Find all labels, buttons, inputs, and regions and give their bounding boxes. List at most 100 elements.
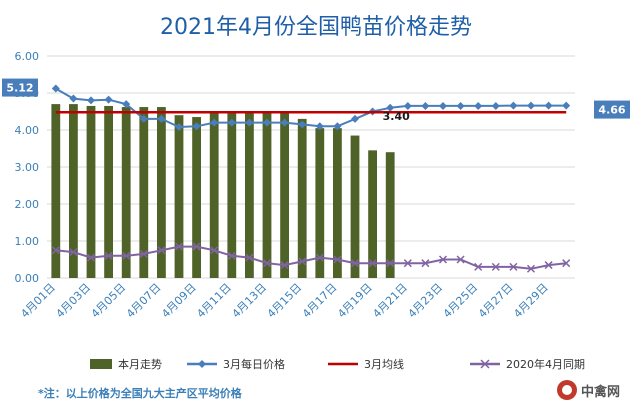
data-label-0: 5.12: [6, 82, 33, 95]
bar-12: [245, 111, 254, 278]
x-tick-label-10: 4月21日: [370, 281, 410, 321]
point-s1-21: [421, 101, 430, 110]
point-s1-13: [280, 118, 289, 127]
legend-item-1: 3月每日价格: [187, 357, 285, 371]
data-label-1: 4.66: [598, 104, 625, 117]
footnote: *注：以上价格为全国九大主产区平均价格: [38, 387, 242, 400]
x-tick-label-3: 4月07日: [124, 281, 164, 321]
bar-8: [174, 115, 184, 278]
legend-label: 2020年4月同期: [506, 357, 585, 371]
x-axis: 4月01日4月03日4月05日4月07日4月09日4月11日4月13日4月15日…: [18, 281, 550, 321]
point-s3-25: [491, 262, 500, 271]
x-tick-label-4: 4月09日: [159, 281, 199, 321]
legend-swatch: [90, 359, 112, 369]
point-stroke-b: [526, 264, 536, 273]
bar-series: [51, 104, 395, 279]
x-tick-label-12: 4月25日: [441, 281, 481, 321]
series-line-3: [55, 245, 567, 270]
point-s1-12: [263, 118, 271, 127]
point-s1-17: [351, 114, 359, 123]
point-s1-8: [192, 122, 201, 131]
point-s3-9: [210, 246, 219, 255]
point-stroke-b: [562, 259, 571, 268]
point-stroke-b: [262, 259, 272, 268]
legend-item-3: 2020年4月同期: [470, 357, 585, 371]
point-s1-16: [333, 122, 342, 131]
point-stroke-b: [210, 246, 219, 255]
data-label-box-1: [594, 100, 630, 119]
point-s1-24: [474, 101, 483, 110]
data-label-box-0: [2, 78, 38, 97]
point-stroke-b: [69, 248, 78, 257]
point-s1-14: [298, 120, 307, 129]
point-s1-7: [175, 123, 183, 132]
grid-lines: [47, 55, 575, 279]
bar-15: [297, 118, 307, 279]
x-tick-label-14: 4月29日: [511, 281, 551, 321]
x-tick-label-13: 4月27日: [476, 281, 516, 321]
legend-label: 3月均线: [364, 357, 404, 371]
x-tick-label-2: 4月05日: [89, 281, 129, 321]
point-s3-27: [526, 264, 536, 273]
point-stroke-b: [474, 262, 483, 271]
point-s3-16: [333, 255, 342, 264]
x-tick-label-0: 4月01日: [18, 281, 58, 321]
bar-5: [121, 107, 131, 278]
point-s3-29: [562, 259, 571, 268]
point-s1-19: [386, 103, 395, 112]
chart-title: 2021年4月份全国鸭苗价格走势: [160, 15, 472, 40]
point-s1-15: [315, 122, 324, 131]
point-s3-17: [350, 259, 360, 268]
point-s3-7: [174, 242, 184, 251]
point-stroke-b: [421, 259, 430, 268]
point-s1-1: [69, 94, 78, 103]
x-tick-label-11: 4月23日: [406, 281, 446, 321]
legend-marker: [198, 360, 206, 368]
x-tick-label-1: 4月03日: [54, 281, 94, 321]
point-s3-5: [139, 249, 148, 258]
bar-3: [86, 105, 96, 278]
point-s3-2: [86, 253, 96, 262]
point-s3-4: [122, 251, 131, 260]
bar-6: [139, 107, 149, 278]
bar-17: [333, 128, 342, 278]
point-s3-11: [245, 253, 254, 262]
legend-label: 3月每日价格: [223, 357, 285, 371]
x-tick-label-8: 4月17日: [300, 281, 340, 321]
point-s3-14: [298, 257, 307, 266]
point-s3-28: [544, 261, 553, 270]
point-s1-0: [51, 84, 60, 93]
y-tick-label-2: 2.00: [15, 198, 40, 211]
point-stroke-b: [333, 255, 342, 264]
x-tick-label-9: 4月19日: [335, 281, 375, 321]
point-stroke-b: [298, 257, 307, 266]
point-s3-10: [227, 251, 236, 260]
point-stroke-b: [280, 261, 289, 270]
point-stroke-b: [139, 249, 148, 258]
point-stroke-b: [245, 253, 254, 262]
line-series: [51, 84, 571, 273]
point-s3-1: [69, 248, 78, 257]
legend: 本月走势 3月每日价格 3月均线 2020年4月同期: [90, 357, 585, 371]
legend-label: 本月走势: [118, 357, 162, 371]
bar-14: [280, 113, 289, 278]
bar-9: [192, 117, 201, 278]
y-tick-label-3: 3.00: [15, 161, 40, 174]
bar-10: [209, 113, 219, 278]
point-stroke-b: [86, 253, 96, 262]
point-s1-4: [122, 100, 131, 109]
legend-item-2: 3月均线: [328, 357, 404, 371]
point-s3-12: [262, 259, 272, 268]
point-s3-3: [104, 251, 113, 260]
point-s3-0: [51, 246, 60, 255]
point-s1-20: [403, 101, 412, 110]
series-line-1: [55, 87, 567, 129]
point-s1-27: [527, 101, 535, 110]
y-tick-label-4: 4.00: [15, 124, 40, 137]
annotations: 5.12 4.66 3.40: [2, 78, 630, 123]
point-s1-5: [139, 114, 148, 123]
point-s1-25: [491, 101, 500, 110]
point-s3-23: [456, 255, 465, 264]
x-tick-label-7: 4月15日: [265, 281, 305, 321]
